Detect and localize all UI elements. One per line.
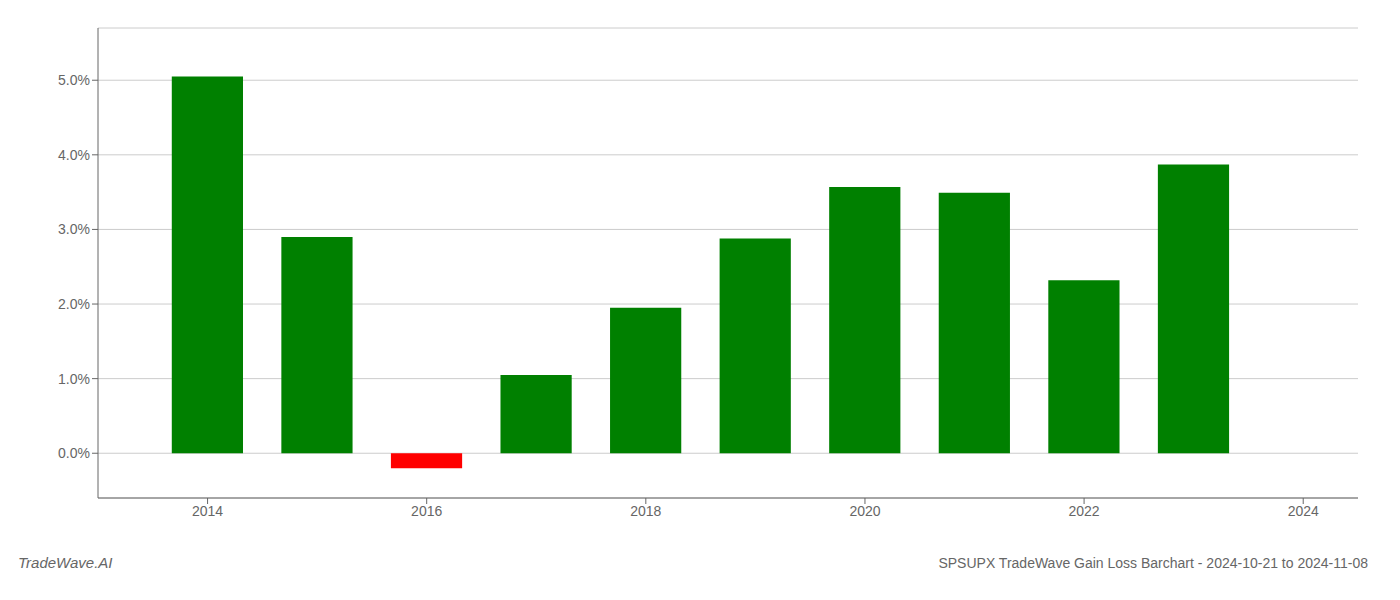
svg-text:2016: 2016: [411, 503, 442, 519]
html-text:TradeWave.AI: TradeWave.AI: [18, 554, 113, 571]
svg-text:2020: 2020: [849, 503, 880, 519]
svg-text:5.0%: 5.0%: [58, 72, 90, 88]
svg-text:4.0%: 4.0%: [58, 147, 90, 163]
svg-text:3.0%: 3.0%: [58, 221, 90, 237]
svg-text:2014: 2014: [192, 503, 223, 519]
svg-text:2022: 2022: [1069, 503, 1100, 519]
svg-text:2.0%: 2.0%: [58, 296, 90, 312]
svg-text:0.0%: 0.0%: [58, 445, 90, 461]
svg-text:2024: 2024: [1288, 503, 1319, 519]
svg-text:2018: 2018: [630, 503, 661, 519]
html-text:SPSUPX TradeWave Gain Loss Bar: SPSUPX TradeWave Gain Loss Barchart - 20…: [938, 555, 1368, 571]
svg-text:1.0%: 1.0%: [58, 371, 90, 387]
